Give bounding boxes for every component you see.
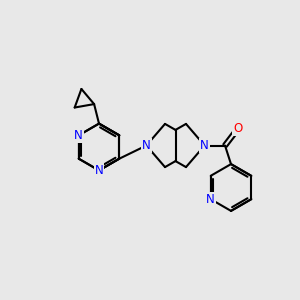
Text: N: N (206, 193, 215, 206)
Text: N: N (200, 139, 209, 152)
Text: N: N (142, 139, 151, 152)
Text: N: N (94, 164, 103, 177)
Text: N: N (74, 129, 83, 142)
Text: O: O (233, 122, 242, 136)
